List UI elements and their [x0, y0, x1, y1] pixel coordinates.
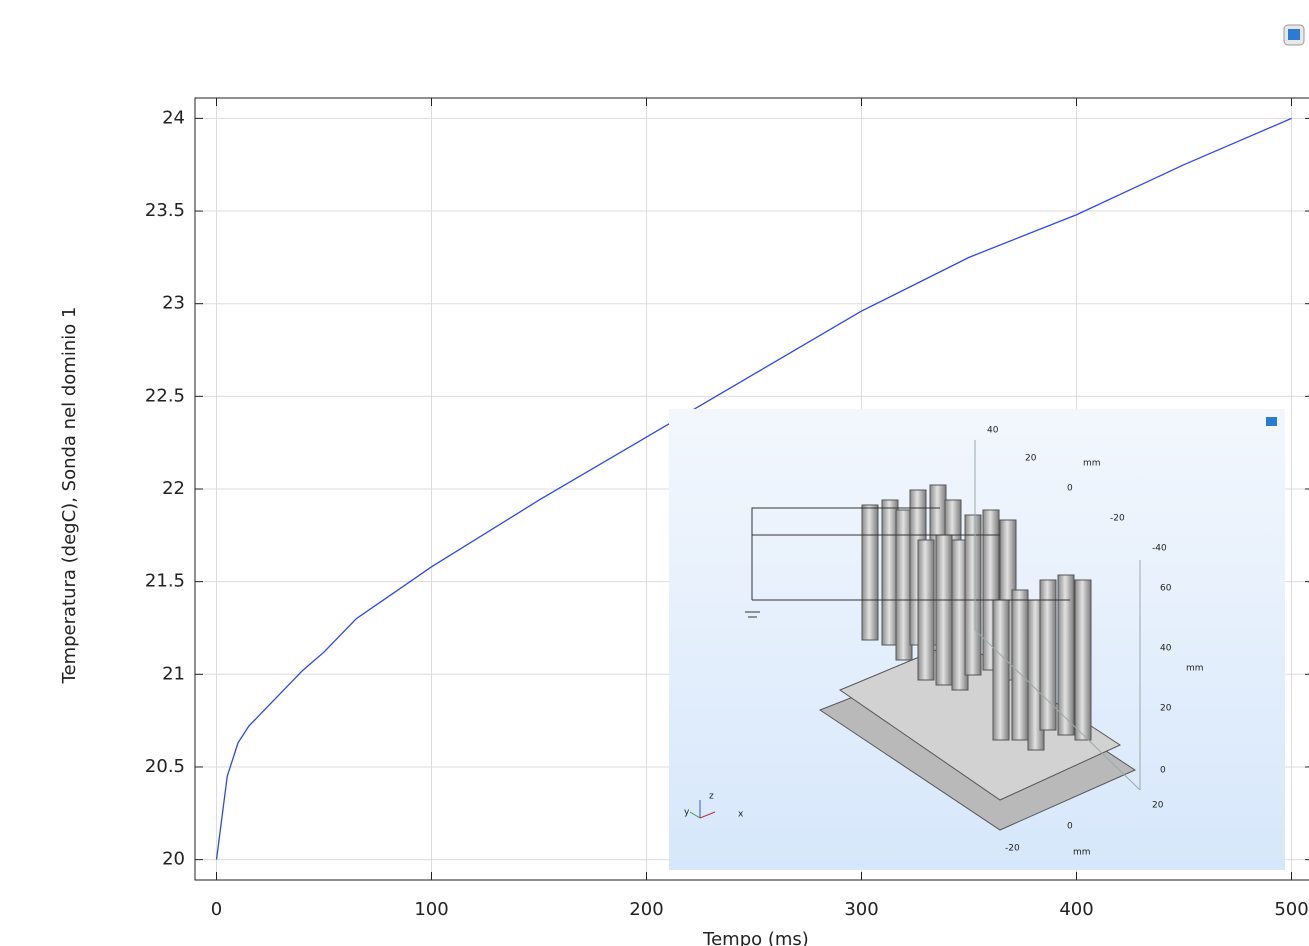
inset-icon: [1266, 417, 1277, 426]
x-axis-label: Tempo (ms): [702, 929, 809, 946]
inset-label: 40: [987, 426, 999, 436]
inset-label: 40: [1160, 644, 1172, 654]
inset-label: 20: [1025, 454, 1037, 464]
x-tick-label: 400: [1059, 899, 1093, 920]
y-tick-label: 21: [162, 663, 185, 684]
x-tick-label: 0: [211, 899, 222, 920]
inset-label: -20: [1005, 844, 1020, 854]
y-tick-label: 21.5: [145, 571, 185, 592]
inset-axis-label: y: [684, 808, 690, 818]
inset-label: -40: [1152, 544, 1167, 554]
inset-label: 60: [1160, 584, 1172, 594]
y-tick-label: 20: [162, 849, 185, 870]
y-tick-label: 22: [162, 478, 185, 499]
y-tick-label: 22.5: [145, 385, 185, 406]
inset-label: mm: [1073, 848, 1091, 858]
inset-label: -20: [1110, 514, 1125, 524]
x-tick-label: 500: [1274, 899, 1308, 920]
x-tick-label: 200: [629, 899, 663, 920]
inset-axis-label: x: [738, 810, 744, 820]
inset-label: mm: [1083, 459, 1101, 469]
toolbar-icon-glyph: [1288, 29, 1300, 40]
inset-label: 20: [1152, 801, 1164, 811]
inset-label: 0: [1160, 766, 1166, 776]
y-tick-label: 24: [162, 107, 185, 128]
y-tick-label: 23.5: [145, 200, 185, 221]
inset-axis-label: z: [709, 792, 714, 802]
chart: 2020.52121.52222.52323.52401002003004005…: [0, 0, 1309, 946]
y-tick-label: 20.5: [145, 756, 185, 777]
inset-label: 0: [1067, 484, 1073, 494]
y-axis-label: Temperatura (degC), Sonda nel dominio 1: [59, 307, 80, 685]
inset-image: 40 20 mm 0 -20 -40 60 40 mm 20 0 20 0 -2…: [669, 409, 1285, 870]
x-tick-label: 100: [414, 899, 448, 920]
x-tick-label: 300: [844, 899, 878, 920]
y-tick-label: 23: [162, 293, 185, 314]
inset-label: 20: [1160, 704, 1172, 714]
inset-label: 0: [1067, 822, 1073, 832]
inset-label: mm: [1186, 664, 1204, 674]
